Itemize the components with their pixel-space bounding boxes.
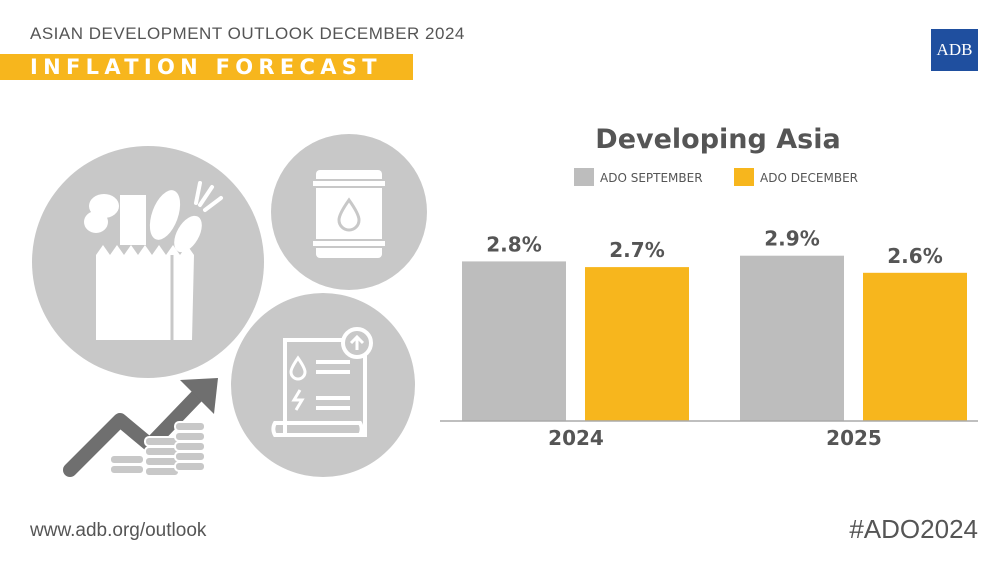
category-label-2024: 2024 bbox=[548, 426, 604, 450]
oil-barrel-icon bbox=[271, 134, 427, 290]
banner: INFLATION FORECAST bbox=[0, 54, 413, 80]
category-label-2025: 2025 bbox=[826, 426, 882, 450]
bars-group: 2.8% 2.7% 2.9% 2.6% bbox=[462, 227, 967, 421]
bar-september-2024 bbox=[462, 261, 566, 421]
banner-title: INFLATION FORECAST bbox=[30, 55, 382, 79]
legend: ADO SEPTEMBER ADO DECEMBER bbox=[574, 168, 858, 186]
legend-label-december: ADO DECEMBER bbox=[760, 171, 858, 185]
footer-url[interactable]: www.adb.org/outlook bbox=[30, 520, 207, 541]
data-label-december-2024: 2.7% bbox=[609, 238, 664, 262]
rising-arrow-coins-icon bbox=[63, 378, 218, 477]
legend-label-september: ADO SEPTEMBER bbox=[600, 171, 703, 185]
chart-title: Developing Asia bbox=[595, 124, 840, 155]
data-label-december-2025: 2.6% bbox=[887, 244, 942, 268]
bar-september-2025 bbox=[740, 255, 844, 421]
inflation-chart: Developing Asia ADO SEPTEMBER ADO DECEMB… bbox=[440, 124, 978, 450]
grocery-bag-icon bbox=[32, 146, 264, 378]
bar-december-2024 bbox=[585, 267, 689, 421]
legend-swatch-september bbox=[574, 168, 594, 186]
footer-hashtag: #ADO2024 bbox=[849, 514, 978, 544]
legend-swatch-december bbox=[734, 168, 754, 186]
adb-logo: ADB bbox=[931, 29, 978, 71]
inflation-illustration bbox=[32, 134, 427, 477]
report-supertitle: ASIAN DEVELOPMENT OUTLOOK DECEMBER 2024 bbox=[30, 24, 465, 43]
data-label-september-2024: 2.8% bbox=[486, 232, 541, 256]
bar-december-2025 bbox=[863, 272, 967, 421]
utility-bill-icon bbox=[231, 293, 415, 477]
data-label-september-2025: 2.9% bbox=[764, 227, 819, 251]
